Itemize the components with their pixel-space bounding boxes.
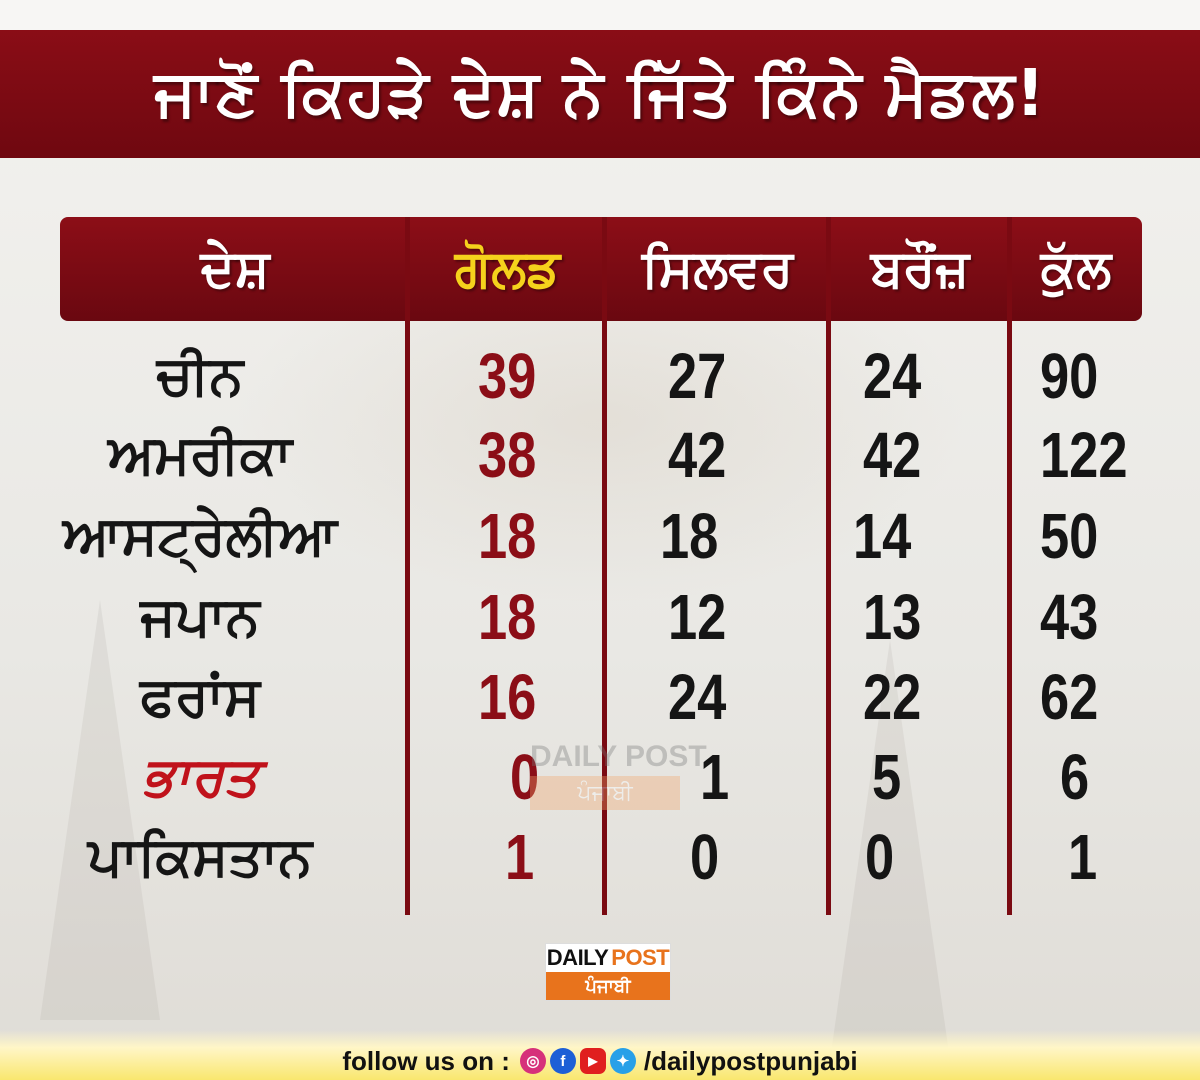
bronze-count: 13 xyxy=(863,581,922,653)
gold-count: 0 xyxy=(510,741,540,813)
table-row: ਆਸਟ੍ਰੇਲੀਆ 18 18 14 50 xyxy=(0,497,1200,575)
daily-post-logo: DAILY POST ਪੰਜਾਬੀ xyxy=(545,943,671,1001)
total-count: 1 xyxy=(1068,821,1098,893)
facebook-icon[interactable]: f xyxy=(549,1048,576,1074)
youtube-icon[interactable]: ▶ xyxy=(579,1048,606,1074)
header-bronze: ਬਰੌਂਜ਼ xyxy=(870,238,970,299)
logo-wordmark: DAILY POST xyxy=(546,944,670,972)
gold-count: 39 xyxy=(478,340,537,412)
follow-label: follow us on : xyxy=(342,1045,510,1076)
social-footer: follow us on : ◎ f ▶ ✦ /dailypostpunjabi xyxy=(0,1043,1200,1079)
top-strip xyxy=(0,0,1200,30)
column-divider xyxy=(1007,217,1012,915)
table-row: ਜਪਾਨ 18 12 13 43 xyxy=(0,578,1200,656)
country-name: ਆਸਟ੍ਰੇਲੀਆ xyxy=(62,504,338,567)
table-row: ਫਰਾਂਸ 16 24 22 62 xyxy=(0,658,1200,736)
silver-count: 18 xyxy=(660,500,719,572)
silver-count: 27 xyxy=(668,340,727,412)
header-country: ਦੇਸ਼ xyxy=(200,238,270,299)
total-count: 90 xyxy=(1040,340,1099,412)
silver-count: 12 xyxy=(668,581,727,653)
table-row: ਭਾਰਤ 0 1 5 6 xyxy=(0,738,1200,816)
column-divider xyxy=(405,217,410,915)
column-divider xyxy=(826,217,831,915)
table-header xyxy=(60,217,1142,321)
country-name: ਪਾਕਿਸਤਾਨ xyxy=(87,825,313,888)
country-name: ਜਪਾਨ xyxy=(140,585,260,648)
gold-count: 1 xyxy=(505,821,535,893)
column-divider xyxy=(602,217,607,915)
header-total: ਕੁੱਲ xyxy=(1040,238,1112,299)
eiffel-tower-left-decoration xyxy=(40,600,160,1020)
table-row: ਪਾਕਿਸਤਾਨ 1 0 0 1 xyxy=(0,818,1200,896)
twitter-icon[interactable]: ✦ xyxy=(609,1048,636,1074)
logo-post: POST xyxy=(611,945,670,970)
silver-count: 1 xyxy=(700,741,730,813)
gold-count: 18 xyxy=(478,581,537,653)
gold-count: 38 xyxy=(478,419,537,491)
gold-count: 18 xyxy=(478,500,537,572)
country-name: ਚੀਨ xyxy=(156,344,244,407)
title-banner: ਜਾਣੋਂ ਕਿਹੜੇ ਦੇਸ਼ ਨੇ ਜਿੱਤੇ ਕਿੰਨੇ ਮੈਡਲ! xyxy=(0,30,1200,158)
country-name-india: ਭਾਰਤ xyxy=(141,745,259,808)
silver-count: 24 xyxy=(668,661,727,733)
silver-count: 0 xyxy=(690,821,720,893)
eiffel-tower-right-decoration xyxy=(830,640,950,1060)
total-count: 62 xyxy=(1040,661,1099,733)
bronze-count: 5 xyxy=(872,741,902,813)
header-silver: ਸਿਲਵਰ xyxy=(641,238,794,299)
logo-subtitle: ਪੰਜਾਬੀ xyxy=(546,972,670,1000)
bronze-count: 0 xyxy=(865,821,895,893)
header-gold: ਗੋਲਡ xyxy=(454,238,561,299)
country-name: ਅਮਰੀਕਾ xyxy=(108,423,292,486)
social-handle[interactable]: /dailypostpunjabi xyxy=(643,1045,858,1076)
total-count: 122 xyxy=(1040,419,1128,491)
bronze-count: 14 xyxy=(853,500,912,572)
bronze-count: 42 xyxy=(863,419,922,491)
instagram-icon[interactable]: ◎ xyxy=(519,1048,546,1074)
table-row: ਚੀਨ 39 27 24 90 xyxy=(0,337,1200,415)
silver-count: 42 xyxy=(668,419,727,491)
page-title: ਜਾਣੋਂ ਕਿਹੜੇ ਦੇਸ਼ ਨੇ ਜਿੱਤੇ ਕਿੰਨੇ ਮੈਡਲ! xyxy=(154,57,1046,131)
total-count: 43 xyxy=(1040,581,1099,653)
total-count: 6 xyxy=(1060,741,1090,813)
country-name: ਫਰਾਂਸ xyxy=(140,665,260,728)
bronze-count: 24 xyxy=(863,340,922,412)
table-row: ਅਮਰੀਕਾ 38 42 42 122 xyxy=(0,416,1200,494)
bronze-count: 22 xyxy=(863,661,922,733)
logo-daily: DAILY xyxy=(546,945,609,970)
total-count: 50 xyxy=(1040,500,1099,572)
gold-count: 16 xyxy=(478,661,537,733)
